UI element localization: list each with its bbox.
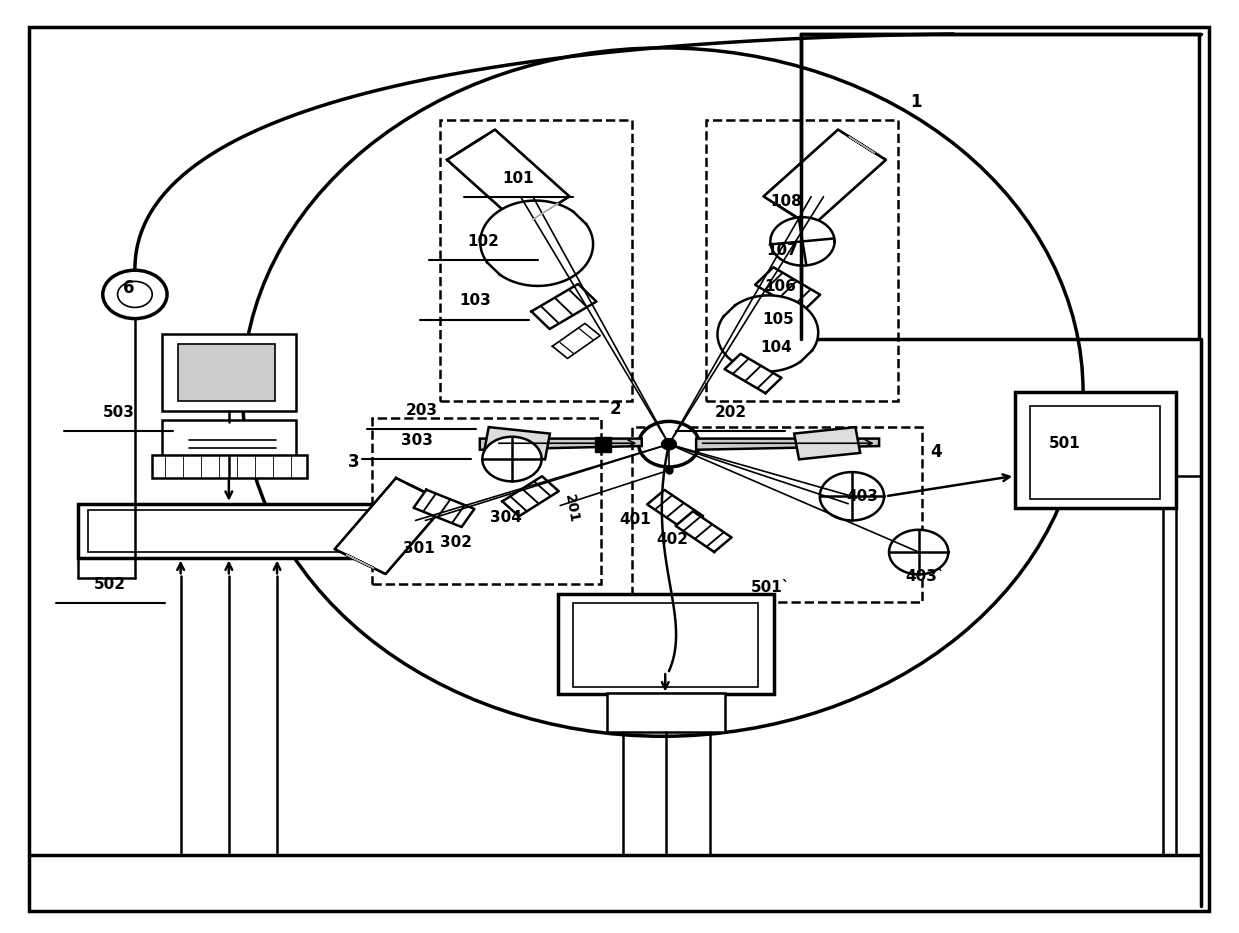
- Polygon shape: [553, 324, 600, 358]
- Polygon shape: [725, 354, 782, 393]
- Bar: [1015, 392, 1176, 508]
- Text: 301: 301: [404, 541, 435, 556]
- Text: 302: 302: [440, 536, 472, 550]
- Text: 108: 108: [771, 194, 803, 209]
- Text: 103: 103: [458, 293, 491, 309]
- Bar: [88, 510, 375, 552]
- Bar: [607, 692, 725, 731]
- Polygon shape: [755, 267, 820, 313]
- Text: 401: 401: [620, 512, 652, 527]
- Text: 303: 303: [401, 433, 432, 448]
- Text: 402: 402: [657, 532, 689, 547]
- Polygon shape: [335, 478, 447, 574]
- Text: 304: 304: [489, 510, 522, 525]
- Bar: [1030, 406, 1160, 499]
- Bar: [595, 437, 611, 452]
- Polygon shape: [771, 217, 835, 266]
- Bar: [706, 120, 897, 401]
- Polygon shape: [675, 511, 731, 552]
- Bar: [572, 604, 758, 687]
- Polygon shape: [484, 427, 550, 459]
- Polygon shape: [482, 437, 541, 481]
- Polygon shape: [717, 296, 818, 371]
- Polygon shape: [696, 439, 880, 450]
- Text: 503: 503: [103, 405, 135, 420]
- Text: 403: 403: [846, 489, 877, 504]
- Polygon shape: [414, 490, 475, 527]
- Text: 6: 6: [123, 279, 135, 297]
- Bar: [440, 120, 632, 401]
- Polygon shape: [532, 284, 596, 329]
- Polygon shape: [890, 530, 948, 575]
- Bar: [162, 334, 296, 411]
- Polygon shape: [479, 439, 642, 450]
- Polygon shape: [346, 555, 374, 568]
- Polygon shape: [763, 130, 886, 227]
- Bar: [162, 420, 296, 457]
- Text: 203: 203: [405, 403, 437, 418]
- Bar: [78, 504, 387, 558]
- Bar: [558, 594, 774, 694]
- Text: 202: 202: [715, 405, 747, 420]
- Text: 3: 3: [348, 453, 359, 471]
- Text: 107: 107: [767, 244, 799, 258]
- Circle shape: [638, 422, 699, 466]
- Polygon shape: [481, 201, 593, 285]
- Text: 501: 501: [1048, 436, 1080, 451]
- Bar: [178, 343, 275, 401]
- Polygon shape: [849, 136, 875, 153]
- Polygon shape: [447, 130, 569, 227]
- Circle shape: [662, 439, 676, 450]
- Text: 502: 502: [94, 578, 126, 592]
- Text: 201: 201: [561, 493, 581, 524]
- Text: 4: 4: [930, 442, 942, 461]
- Polygon shape: [533, 203, 559, 220]
- Text: 102: 102: [467, 234, 499, 249]
- Circle shape: [103, 271, 167, 318]
- Polygon shape: [502, 476, 559, 516]
- Bar: [152, 455, 307, 478]
- Polygon shape: [794, 427, 860, 459]
- Text: 104: 104: [761, 340, 793, 355]
- Text: 1: 1: [911, 93, 922, 111]
- Text: 105: 105: [762, 312, 794, 327]
- Bar: [372, 418, 601, 584]
- Text: 2: 2: [610, 400, 622, 418]
- Text: 501`: 501`: [751, 580, 790, 595]
- Bar: [632, 427, 922, 603]
- Text: 403`: 403`: [906, 569, 944, 584]
- Text: 101: 101: [502, 171, 534, 186]
- Bar: [802, 34, 1199, 339]
- Polygon shape: [820, 472, 885, 521]
- Polygon shape: [647, 490, 703, 531]
- Text: 106: 106: [764, 279, 797, 294]
